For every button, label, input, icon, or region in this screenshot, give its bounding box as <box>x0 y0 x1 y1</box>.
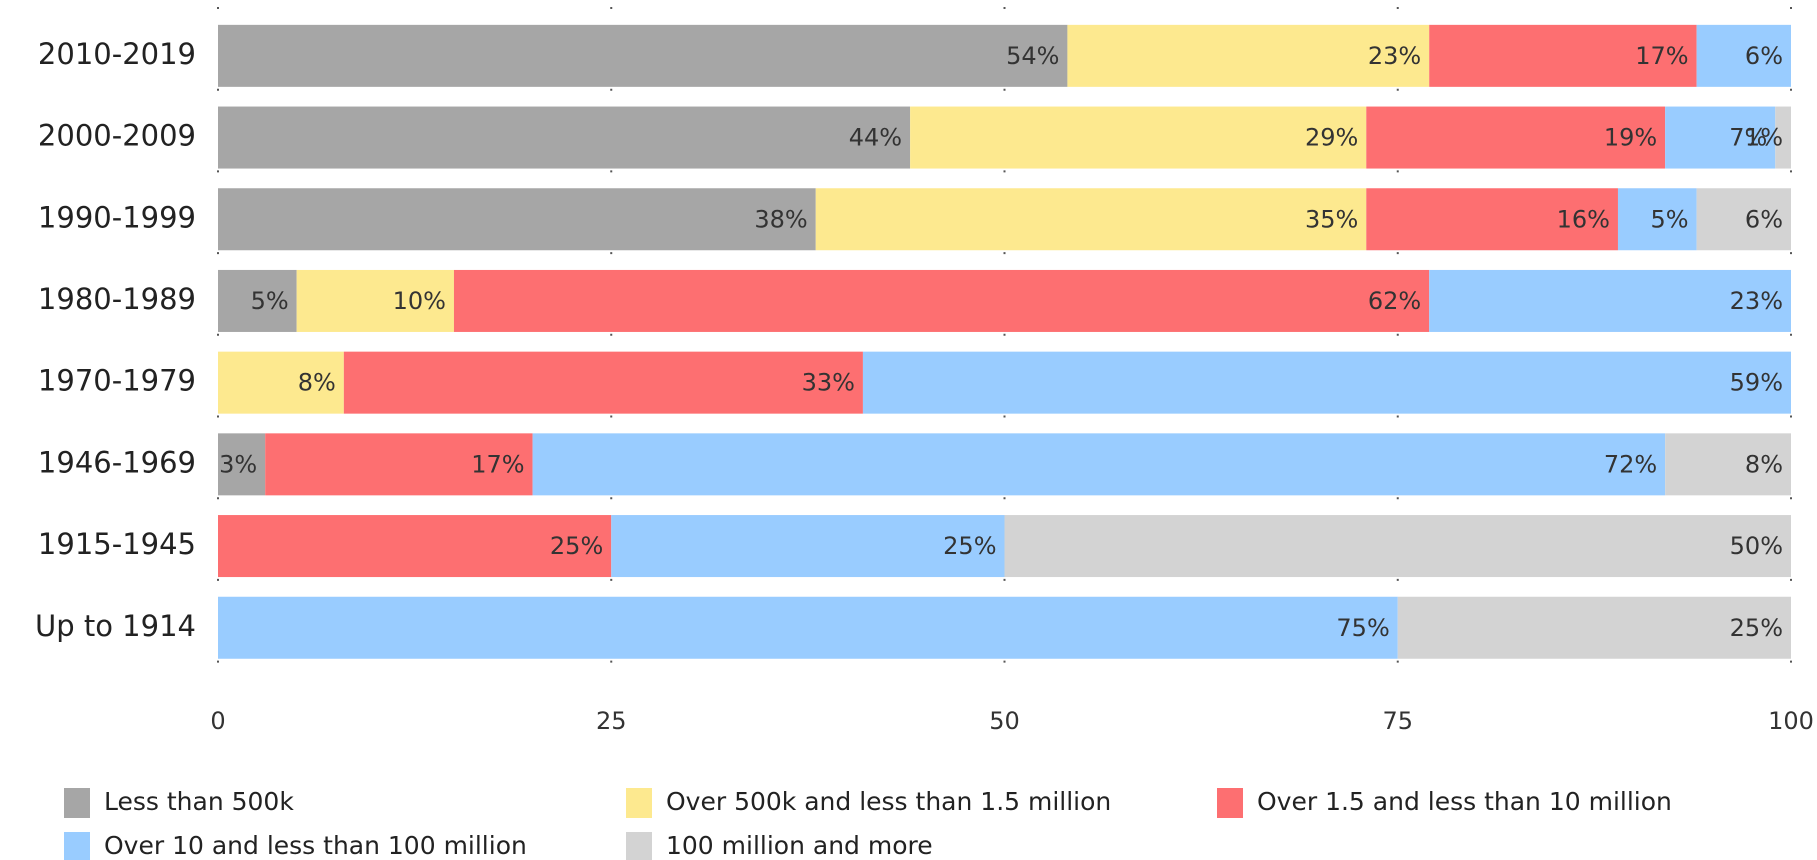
legend-swatch <box>626 832 652 860</box>
data-label: 6% <box>1745 42 1783 70</box>
data-label: 29% <box>1305 124 1358 152</box>
data-label: 8% <box>298 369 336 397</box>
bar-segment <box>1004 515 1791 578</box>
y-tick-label: 1946-1969 <box>38 445 196 479</box>
data-label: 50% <box>1730 532 1783 560</box>
y-tick-label: Up to 1914 <box>35 609 196 643</box>
data-label: 25% <box>1730 614 1783 642</box>
bar-segment <box>218 24 1068 87</box>
data-label: 62% <box>1368 287 1421 315</box>
x-tick-label: 0 <box>210 707 225 735</box>
bar-segment <box>532 433 1666 496</box>
legend-swatch <box>1217 788 1243 818</box>
x-tick-label: 25 <box>596 707 627 735</box>
bar-segment <box>343 351 863 414</box>
data-label: 59% <box>1730 369 1783 397</box>
x-tick-label: 100 <box>1768 707 1814 735</box>
y-tick-label: 1970-1979 <box>38 364 196 398</box>
data-label: 25% <box>943 532 996 560</box>
data-label: 5% <box>1651 205 1689 233</box>
legend-label: Over 10 and less than 100 million <box>104 831 527 860</box>
x-tick-label: 75 <box>1382 707 1413 735</box>
data-label: 54% <box>1006 42 1059 70</box>
bar-segment <box>218 351 344 414</box>
data-label: 38% <box>754 205 807 233</box>
legend-swatch <box>64 832 90 860</box>
bar-segment <box>218 596 1398 659</box>
data-label: 6% <box>1745 205 1783 233</box>
data-label: 17% <box>1635 42 1688 70</box>
data-label: 44% <box>849 124 902 152</box>
data-label: 10% <box>393 287 446 315</box>
bar-segment <box>453 269 1430 332</box>
data-label: 25% <box>550 532 603 560</box>
bar-segment <box>611 515 1005 578</box>
legend-label: 100 million and more <box>666 831 933 860</box>
y-tick-label: 2000-2009 <box>38 119 196 153</box>
bar-segment <box>296 269 454 332</box>
x-tick-label: 50 <box>989 707 1020 735</box>
data-label: 35% <box>1305 205 1358 233</box>
legend-label: Over 500k and less than 1.5 million <box>666 787 1111 816</box>
data-label: 17% <box>471 450 524 478</box>
bar-segment <box>862 351 1791 414</box>
data-label: 33% <box>802 369 855 397</box>
bar-segment <box>1696 188 1791 251</box>
bar-segment <box>1366 188 1618 251</box>
bar-segment <box>1366 106 1666 169</box>
bar-segment <box>218 188 816 251</box>
bar-segment <box>1665 433 1791 496</box>
data-label: 1% <box>1745 124 1783 152</box>
y-tick-label: 1990-1999 <box>38 200 196 234</box>
bar-segment <box>1067 24 1430 87</box>
bar-segment <box>815 188 1367 251</box>
data-label: 16% <box>1557 205 1610 233</box>
data-label: 72% <box>1604 450 1657 478</box>
y-tick-label: 2010-2019 <box>38 37 196 71</box>
data-label: 5% <box>251 287 289 315</box>
legend-swatch <box>64 788 90 818</box>
data-label: 7% <box>1729 124 1767 152</box>
bar-segment <box>1775 106 1791 169</box>
bar-segment <box>910 106 1367 169</box>
bar-segment <box>1665 106 1776 169</box>
y-tick-label: 1980-1989 <box>38 282 196 316</box>
bar-segment <box>218 269 297 332</box>
bar-segment <box>1696 24 1791 87</box>
data-label: 75% <box>1336 614 1389 642</box>
data-label: 3% <box>219 450 257 478</box>
data-label: 23% <box>1730 287 1783 315</box>
data-label: 19% <box>1604 124 1657 152</box>
data-label: 23% <box>1368 42 1421 70</box>
legend-label: Less than 500k <box>104 787 294 816</box>
bar-segment <box>218 433 266 496</box>
legend-swatch <box>626 788 652 818</box>
bar-segment <box>1429 269 1791 332</box>
legend-label: Over 1.5 and less than 10 million <box>1257 787 1672 816</box>
bar-segment <box>1429 24 1697 87</box>
data-label: 8% <box>1745 450 1783 478</box>
bar-segment <box>218 515 612 578</box>
bar-segment <box>218 106 911 169</box>
bar-segment <box>1397 596 1791 659</box>
y-tick-label: 1915-1945 <box>38 527 196 561</box>
bar-segment <box>265 433 533 496</box>
bar-segment <box>1617 188 1697 251</box>
